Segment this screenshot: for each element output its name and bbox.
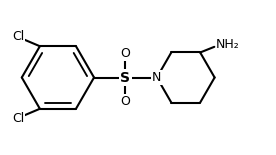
Text: NH₂: NH₂ (216, 38, 240, 51)
Text: O: O (121, 95, 130, 108)
Text: Cl: Cl (12, 30, 24, 43)
Text: O: O (121, 46, 130, 60)
Text: S: S (120, 71, 131, 84)
Text: N: N (152, 71, 161, 84)
Text: Cl: Cl (12, 112, 24, 125)
